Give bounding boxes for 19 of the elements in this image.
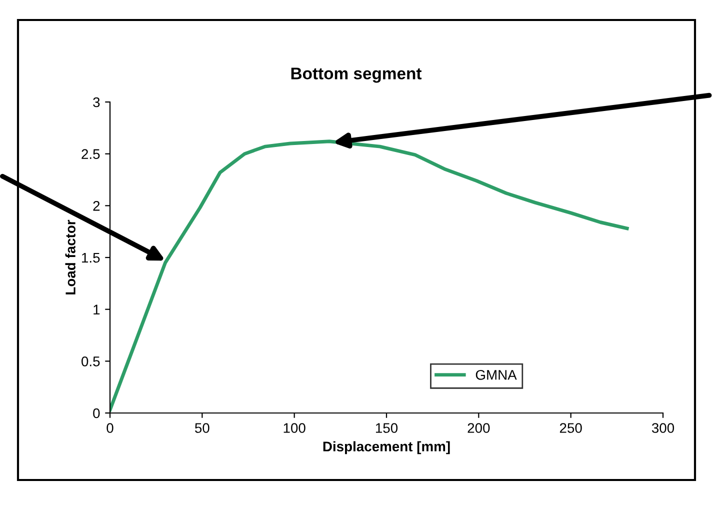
x-tick-label: 300 bbox=[652, 423, 674, 433]
x-tick-label: 200 bbox=[468, 423, 490, 433]
x-tick-label: 250 bbox=[560, 423, 582, 433]
y-tick-label: 2.5 bbox=[82, 149, 100, 160]
y-tick-label: 3 bbox=[93, 97, 100, 108]
y-tick-label: 0.5 bbox=[82, 356, 100, 366]
line-series bbox=[110, 140, 629, 412]
x-tick-label: 50 bbox=[195, 423, 210, 433]
y-tick-label: 0 bbox=[93, 408, 100, 418]
y-axis-title: Load factor bbox=[65, 220, 76, 294]
y-tick-label: 1 bbox=[94, 304, 100, 314]
y-tick-label: 2 bbox=[93, 201, 100, 211]
y-tick-label: 1.5 bbox=[82, 252, 100, 263]
x-tick-label: 100 bbox=[284, 423, 306, 433]
x-tick-label: 150 bbox=[376, 423, 398, 433]
legend-label: GMNA bbox=[476, 370, 517, 380]
x-axis-title: Displacement [mm] bbox=[323, 441, 450, 454]
chart-title: Bottom segment bbox=[291, 68, 422, 83]
x-tick-label: 0 bbox=[106, 423, 114, 433]
